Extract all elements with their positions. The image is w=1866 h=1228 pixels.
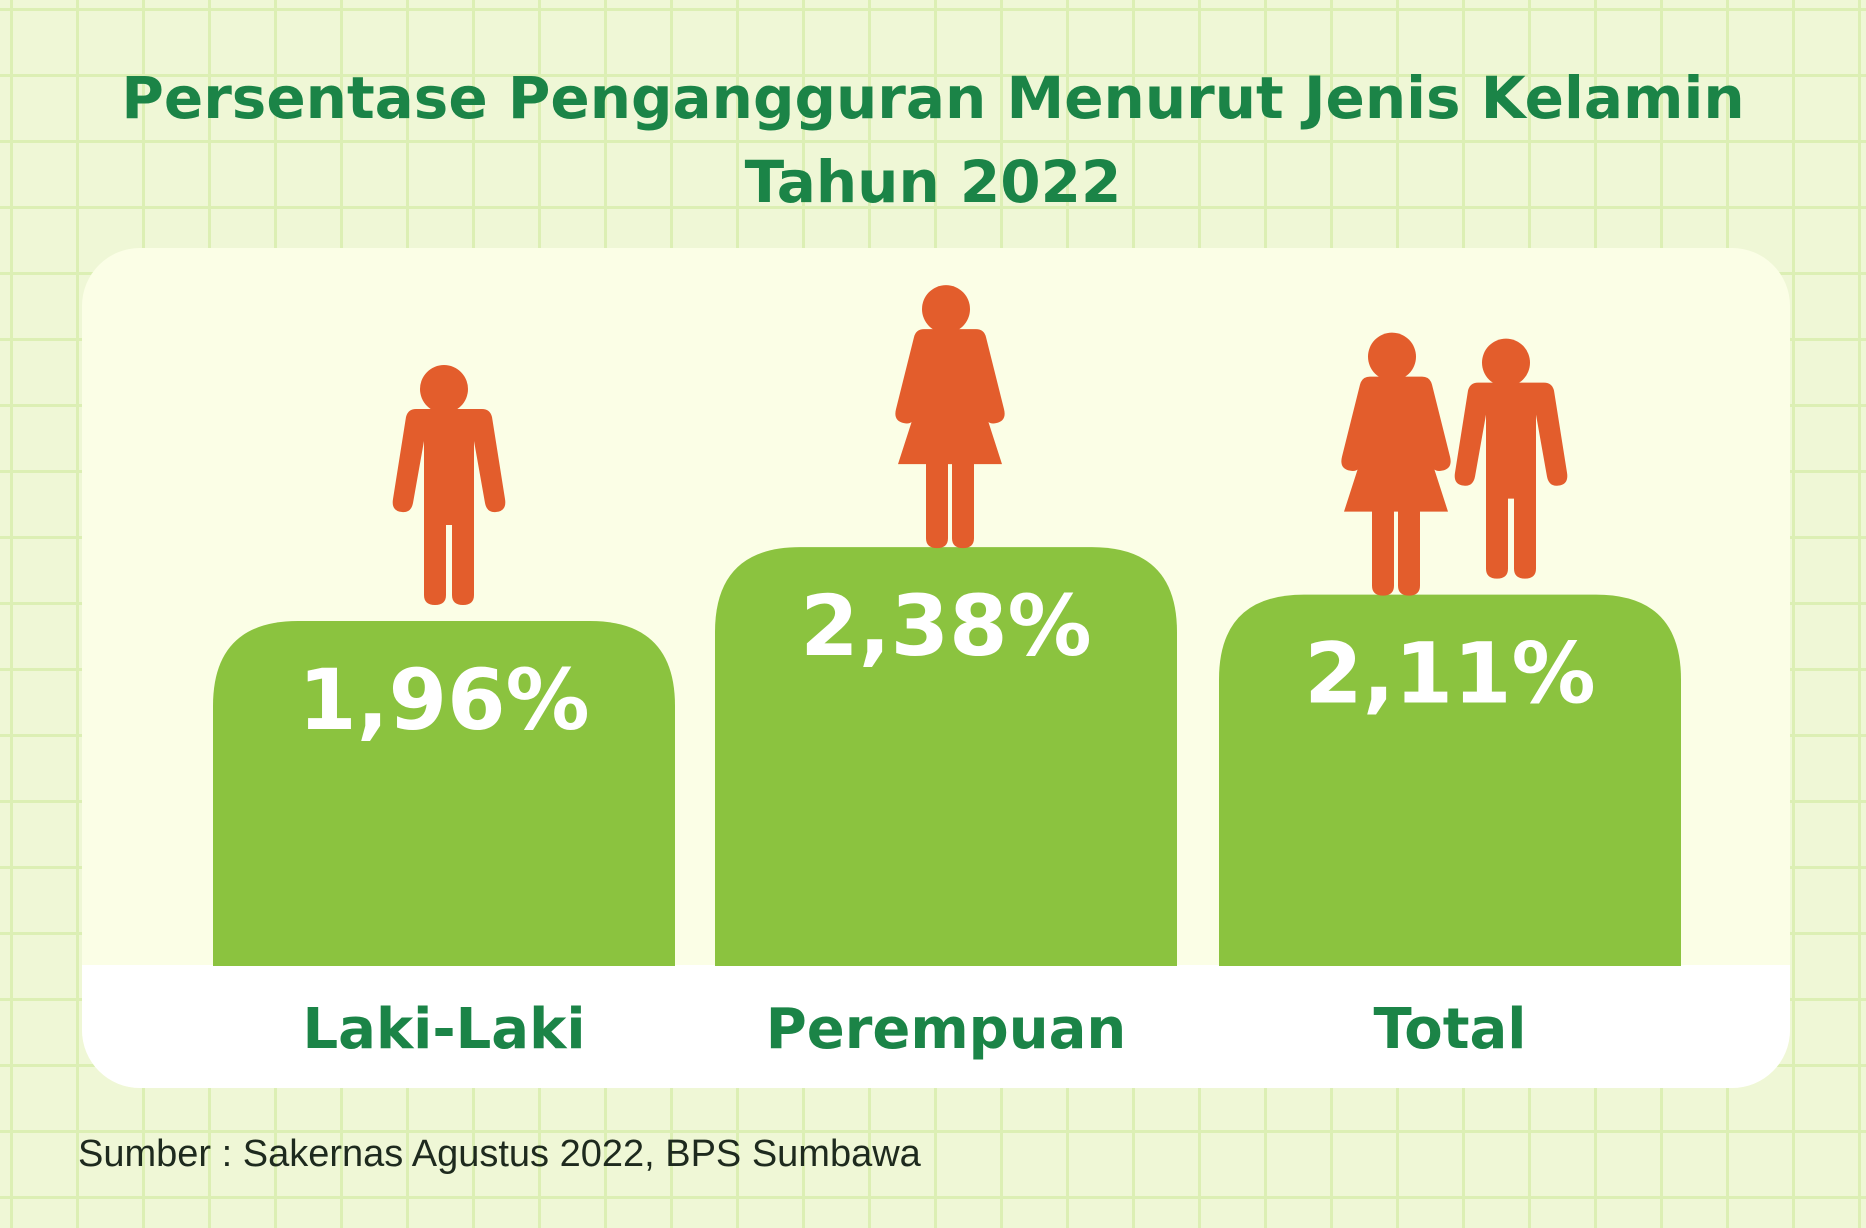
chart-title-line-1: Persentase Pengangguran Menurut Jenis Ke… <box>121 64 1745 132</box>
bar-value-label: 2,11% <box>1304 625 1595 723</box>
source-note: Sumber : Sakernas Agustus 2022, BPS Sumb… <box>78 1133 921 1175</box>
chart-title-line-2: Tahun 2022 <box>744 148 1122 216</box>
category-label-laki-laki: Laki-Laki <box>302 997 586 1062</box>
category-label-perempuan: Perempuan <box>765 997 1127 1062</box>
category-label-band <box>82 965 1790 1088</box>
male-figure-icon <box>392 365 506 606</box>
bar-value-label: 2,38% <box>800 577 1091 675</box>
female-figure-icon <box>895 285 1005 549</box>
bar-laki-laki <box>213 621 675 966</box>
bar-value-label: 1,96% <box>298 651 589 749</box>
category-label-total: Total <box>1373 997 1527 1062</box>
bar-perempuan <box>715 547 1177 966</box>
bar-total <box>1219 594 1681 966</box>
couple-figure-icon <box>1341 332 1568 596</box>
